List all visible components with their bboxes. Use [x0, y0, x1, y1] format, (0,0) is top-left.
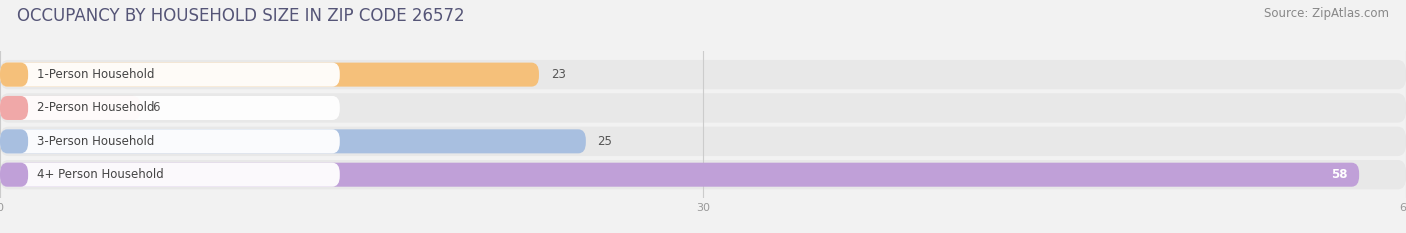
FancyBboxPatch shape: [0, 160, 1406, 189]
FancyBboxPatch shape: [0, 60, 1406, 89]
FancyBboxPatch shape: [0, 129, 340, 153]
Text: 25: 25: [598, 135, 613, 148]
Text: 4+ Person Household: 4+ Person Household: [38, 168, 165, 181]
FancyBboxPatch shape: [0, 96, 28, 120]
Text: 58: 58: [1331, 168, 1347, 181]
FancyBboxPatch shape: [0, 129, 28, 153]
Text: 2-Person Household: 2-Person Household: [38, 102, 155, 114]
FancyBboxPatch shape: [0, 63, 28, 87]
FancyBboxPatch shape: [0, 93, 1406, 123]
FancyBboxPatch shape: [0, 96, 141, 120]
FancyBboxPatch shape: [0, 63, 340, 87]
FancyBboxPatch shape: [0, 127, 1406, 156]
FancyBboxPatch shape: [0, 163, 28, 187]
FancyBboxPatch shape: [0, 129, 586, 153]
Text: OCCUPANCY BY HOUSEHOLD SIZE IN ZIP CODE 26572: OCCUPANCY BY HOUSEHOLD SIZE IN ZIP CODE …: [17, 7, 464, 25]
FancyBboxPatch shape: [0, 63, 538, 87]
FancyBboxPatch shape: [0, 163, 1360, 187]
Text: 6: 6: [152, 102, 160, 114]
Text: 1-Person Household: 1-Person Household: [38, 68, 155, 81]
FancyBboxPatch shape: [0, 96, 340, 120]
Text: 3-Person Household: 3-Person Household: [38, 135, 155, 148]
Text: Source: ZipAtlas.com: Source: ZipAtlas.com: [1264, 7, 1389, 20]
Text: 23: 23: [551, 68, 565, 81]
FancyBboxPatch shape: [0, 163, 340, 187]
